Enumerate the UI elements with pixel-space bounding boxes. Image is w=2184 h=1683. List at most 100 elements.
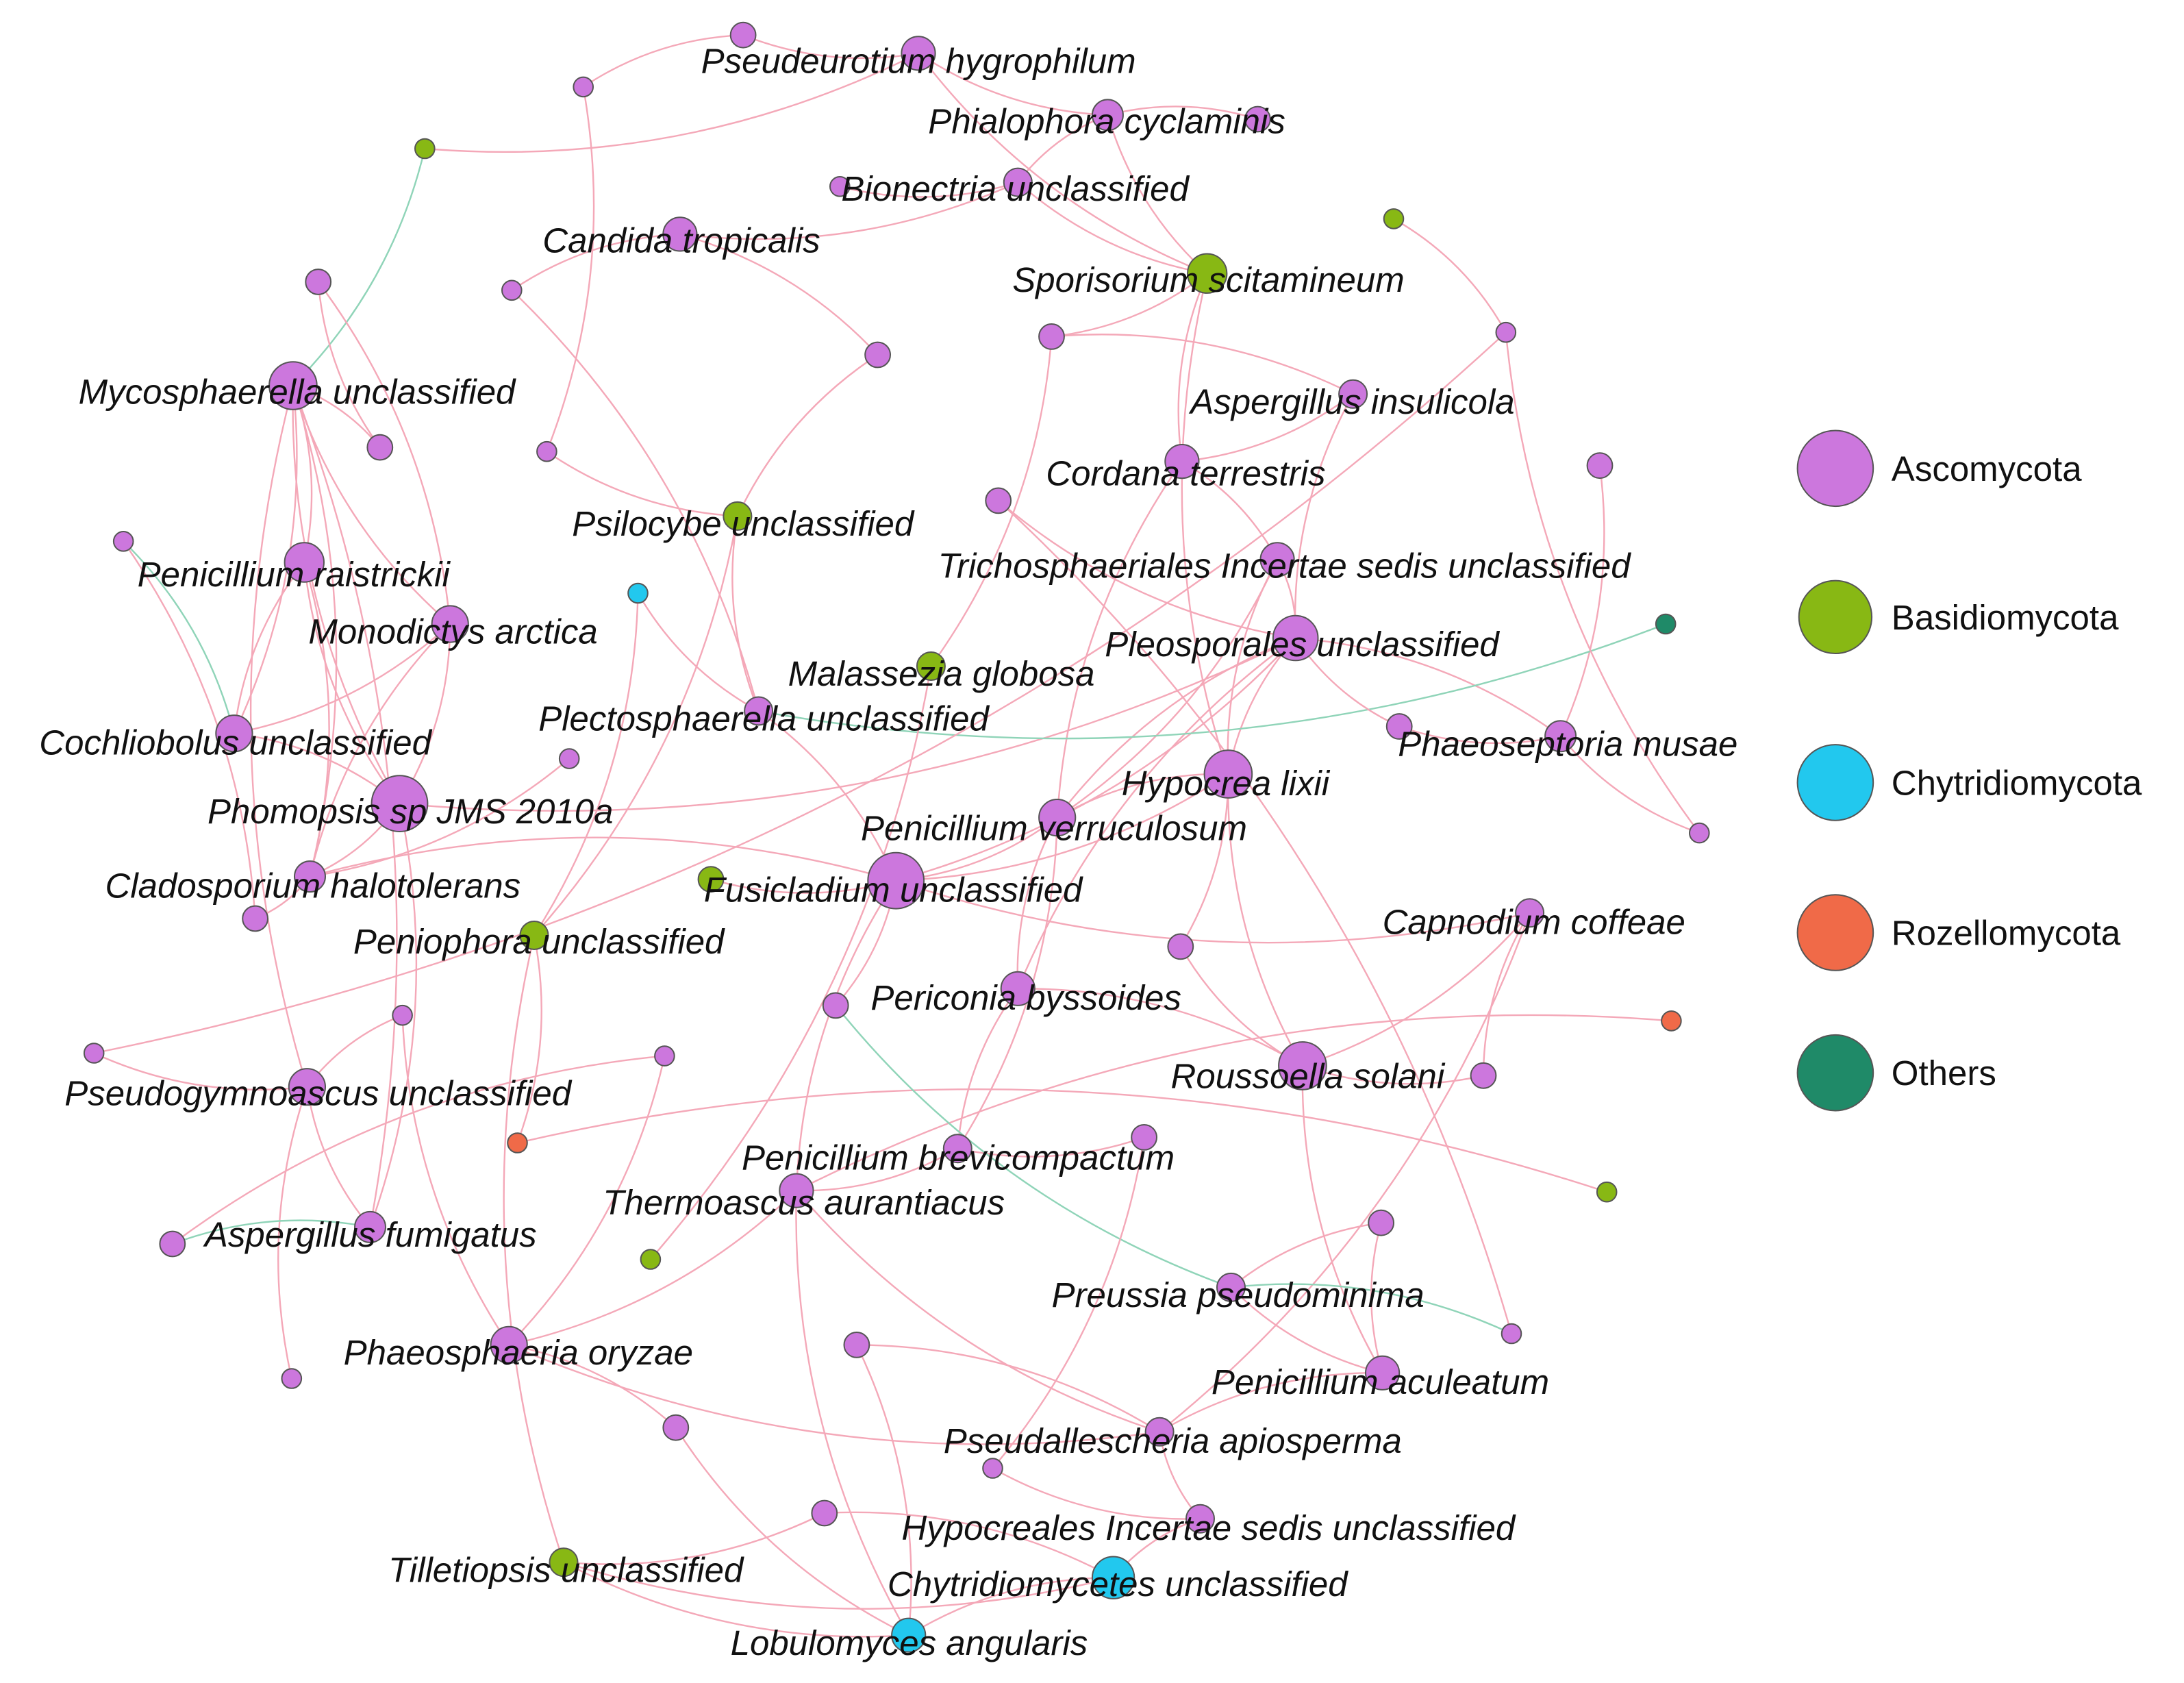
node-phomopsis[interactable] [371, 775, 429, 832]
node-u10[interactable] [112, 531, 134, 552]
node-label-periconia: Periconia byssoides [870, 978, 1181, 1017]
node-u34[interactable] [640, 1249, 662, 1270]
node-lobulomyces[interactable] [891, 1617, 927, 1653]
node-u08[interactable] [864, 341, 891, 369]
node-u20[interactable] [985, 487, 1012, 514]
node-pseudogymnoascus[interactable] [288, 1068, 326, 1106]
node-u06[interactable] [501, 279, 523, 301]
node-periconia[interactable] [1000, 971, 1035, 1006]
node-u27[interactable] [83, 1043, 105, 1064]
node-u11[interactable] [242, 905, 269, 932]
node-pseudeurotium[interactable] [901, 36, 936, 71]
node-u36[interactable] [1501, 1323, 1522, 1345]
edge-positive [795, 1190, 1160, 1433]
node-cochliobolus[interactable] [215, 714, 253, 753]
edge-positive [1370, 1222, 1383, 1373]
edge-positive [679, 233, 879, 356]
node-preussia[interactable] [1216, 1272, 1246, 1302]
node-u01[interactable] [729, 21, 757, 49]
edge-positive [563, 1561, 909, 1638]
node-candida[interactable] [662, 216, 698, 252]
node-u28[interactable] [654, 1045, 675, 1067]
edge-positive [508, 1344, 1160, 1445]
node-u41[interactable] [811, 1499, 838, 1527]
node-psilocybe[interactable] [723, 501, 753, 531]
node-peniophora[interactable] [519, 921, 549, 950]
node-u12[interactable] [1038, 323, 1065, 350]
node-u21[interactable] [1689, 822, 1710, 844]
node-u26[interactable] [392, 1004, 413, 1026]
edge-positive [317, 281, 451, 625]
node-u09[interactable] [366, 434, 394, 461]
edge-positive [583, 34, 744, 88]
node-aspergillus_ins[interactable] [1338, 379, 1368, 409]
node-u18[interactable] [1383, 208, 1405, 229]
node-hypocreales[interactable] [1185, 1504, 1215, 1534]
node-u17[interactable] [1655, 613, 1677, 635]
node-penicillium_bre[interactable] [942, 1134, 972, 1164]
node-u38[interactable] [843, 1332, 870, 1358]
node-u13[interactable] [536, 440, 557, 462]
node-label-cladosporium: Cladosporium halotolerans [105, 866, 521, 905]
node-u29[interactable] [507, 1132, 528, 1154]
node-u31[interactable] [1661, 1010, 1682, 1032]
node-u39[interactable] [662, 1414, 690, 1441]
node-u40[interactable] [982, 1458, 1003, 1479]
node-pseudallescheria[interactable] [1144, 1417, 1175, 1447]
node-trichosphaeriales[interactable] [1259, 542, 1295, 577]
node-pleosporales[interactable] [1272, 614, 1319, 662]
legend-label-basidiomycota: Basidiomycota [1892, 598, 2119, 637]
node-chytridiomycetes[interactable] [1091, 1556, 1135, 1599]
node-u25[interactable] [1167, 933, 1194, 960]
node-u02[interactable] [414, 138, 436, 160]
node-u07[interactable] [829, 176, 851, 197]
node-mycosphaerella[interactable] [268, 361, 318, 410]
edge-positive [895, 880, 1530, 944]
node-u15[interactable] [627, 582, 649, 604]
node-u14[interactable] [558, 748, 580, 769]
edge-positive [369, 803, 418, 1227]
edge-positive [1559, 736, 1700, 834]
node-tilletiopsis[interactable] [549, 1547, 579, 1578]
node-penicillium_rai[interactable] [284, 542, 325, 583]
node-phaeoseptoria[interactable] [1544, 720, 1577, 753]
node-penicillium_acu[interactable] [1365, 1355, 1401, 1391]
node-phaeosphaeria[interactable] [490, 1325, 528, 1364]
node-sporisorium[interactable] [1187, 253, 1228, 294]
node-u05[interactable] [305, 269, 332, 295]
node-cladosporium[interactable] [294, 860, 326, 893]
node-label-malassezia: Malassezia globosa [788, 654, 1095, 693]
node-monodictys[interactable] [431, 605, 469, 643]
node-capnodium[interactable] [1515, 898, 1545, 928]
node-u16[interactable] [1586, 452, 1614, 479]
edge-positive [234, 623, 451, 734]
node-hypocrea[interactable] [1203, 749, 1253, 799]
node-penicillium_ver[interactable] [1038, 799, 1077, 837]
node-bionectria[interactable] [1003, 167, 1033, 197]
node-label-phialophora: Phialophora cyclaminis [928, 102, 1285, 141]
node-u04[interactable] [1244, 105, 1271, 133]
node-u24[interactable] [697, 866, 725, 893]
node-roussoella[interactable] [1278, 1041, 1327, 1090]
node-label-phaeoseptoria: Phaeoseptoria musae [1398, 725, 1737, 764]
node-thermoascus[interactable] [779, 1173, 814, 1208]
node-label-candida: Candida tropicalis [542, 221, 820, 260]
node-u23[interactable] [822, 992, 849, 1019]
node-u42[interactable] [1596, 1181, 1618, 1203]
node-u37[interactable] [1131, 1124, 1157, 1151]
node-label-penicillium_rai: Penicillium raistrickii [138, 555, 451, 594]
node-malassezia[interactable] [916, 651, 946, 681]
node-u22[interactable] [1385, 713, 1413, 740]
node-u03[interactable] [573, 76, 594, 98]
node-cordana[interactable] [1164, 444, 1200, 479]
node-u35[interactable] [1368, 1209, 1394, 1236]
node-phialophora[interactable] [1091, 99, 1124, 132]
node-u19[interactable] [1495, 321, 1517, 343]
node-u33[interactable] [281, 1368, 303, 1389]
node-u30[interactable] [159, 1230, 186, 1258]
edge-positive [277, 1086, 308, 1379]
node-aspergillus_fum[interactable] [354, 1210, 386, 1243]
node-fusicladium[interactable] [867, 851, 925, 910]
node-plectosphaerella[interactable] [744, 696, 774, 726]
node-u32[interactable] [1470, 1062, 1497, 1089]
